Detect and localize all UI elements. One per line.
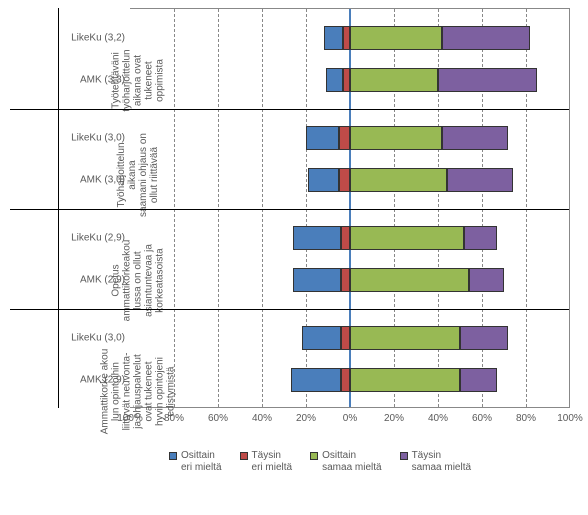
bar-label: LikeKu (3,2)	[71, 33, 125, 44]
x-tick-label: 60%	[472, 413, 492, 424]
seg-taysin-eri	[341, 268, 350, 292]
seg-osittain-samaa	[350, 26, 442, 50]
seg-taysin-samaa	[469, 268, 504, 292]
legend: Osittaineri mieltä Täysineri mieltä Osit…	[110, 450, 530, 474]
seg-taysin-samaa	[438, 68, 537, 92]
bar-label: AMK (2,9)	[80, 375, 125, 386]
seg-taysin-samaa	[442, 26, 530, 50]
seg-osittain-eri	[306, 126, 339, 150]
seg-osittain-samaa	[350, 168, 447, 192]
bar-label: LikeKu (3,0)	[71, 333, 125, 344]
bar-row: LikeKu (3,0)	[130, 126, 569, 150]
swatch-taysin-eri	[240, 452, 248, 460]
group-divider	[10, 209, 569, 210]
bar-row: AMK (2,9)	[130, 368, 569, 392]
seg-taysin-eri	[339, 168, 350, 192]
group-divider	[10, 109, 569, 110]
y-axis-line-2	[58, 8, 59, 408]
seg-osittain-samaa	[350, 368, 460, 392]
bar-label: LikeKu (3,0)	[71, 133, 125, 144]
legend-item-taysin-eri: Täysineri mieltä	[240, 450, 293, 474]
seg-taysin-samaa	[460, 326, 508, 350]
bar-row: LikeKu (3,2)	[130, 26, 569, 50]
seg-osittain-eri	[326, 68, 344, 92]
swatch-osittain-eri	[169, 452, 177, 460]
legend-label-taysin-eri: Täysineri mieltä	[252, 450, 293, 474]
bar-label: AMK (2,9)	[80, 275, 125, 286]
x-tick-label: 0%	[343, 413, 357, 424]
swatch-osittain-samaa	[310, 452, 318, 460]
x-tick-label: 20%	[384, 413, 404, 424]
seg-taysin-eri	[343, 68, 350, 92]
seg-osittain-eri	[293, 226, 341, 250]
seg-osittain-samaa	[350, 326, 460, 350]
seg-taysin-eri	[341, 226, 350, 250]
seg-taysin-eri	[339, 126, 350, 150]
x-tick-label: 40%	[252, 413, 272, 424]
bar-row: LikeKu (2,9)	[130, 226, 569, 250]
bar-row: AMK (3,0)	[130, 168, 569, 192]
seg-taysin-samaa	[460, 368, 497, 392]
legend-label-osittain-eri: Osittaineri mieltä	[181, 450, 222, 474]
x-tick-label: 20%	[296, 413, 316, 424]
x-tick-label: 60%	[208, 413, 228, 424]
bar-row: AMK (2,9)	[130, 268, 569, 292]
legend-label-taysin-samaa: Täysinsamaa mieltä	[412, 450, 471, 474]
group-divider	[10, 309, 569, 310]
seg-osittain-eri	[302, 326, 342, 350]
legend-label-osittain-samaa: Osittainsamaa mieltä	[322, 450, 381, 474]
seg-osittain-eri	[308, 168, 339, 192]
seg-taysin-samaa	[464, 226, 497, 250]
seg-osittain-eri	[293, 268, 341, 292]
seg-osittain-samaa	[350, 68, 438, 92]
seg-taysin-samaa	[442, 126, 508, 150]
seg-osittain-samaa	[350, 226, 464, 250]
legend-item-osittain-samaa: Osittainsamaa mieltä	[310, 450, 381, 474]
plot-area: 100%80%60%40%20%0%20%40%60%80%100%Työteh…	[130, 8, 570, 408]
x-tick-label: 100%	[557, 413, 583, 424]
seg-taysin-samaa	[447, 168, 513, 192]
seg-osittain-samaa	[350, 126, 442, 150]
bar-row: AMK (3,3)	[130, 68, 569, 92]
bar-row: LikeKu (3,0)	[130, 326, 569, 350]
legend-item-osittain-eri: Osittaineri mieltä	[169, 450, 222, 474]
chart-area: 100%80%60%40%20%0%20%40%60%80%100%Työteh…	[118, 8, 580, 428]
seg-osittain-eri	[324, 26, 344, 50]
swatch-taysin-samaa	[400, 452, 408, 460]
seg-osittain-samaa	[350, 268, 469, 292]
bar-label: LikeKu (2,9)	[71, 233, 125, 244]
x-tick-label: 40%	[428, 413, 448, 424]
seg-taysin-eri	[341, 326, 350, 350]
seg-osittain-eri	[291, 368, 342, 392]
x-tick-label: 80%	[516, 413, 536, 424]
legend-item-taysin-samaa: Täysinsamaa mieltä	[400, 450, 471, 474]
seg-taysin-eri	[341, 368, 350, 392]
seg-taysin-eri	[343, 26, 350, 50]
